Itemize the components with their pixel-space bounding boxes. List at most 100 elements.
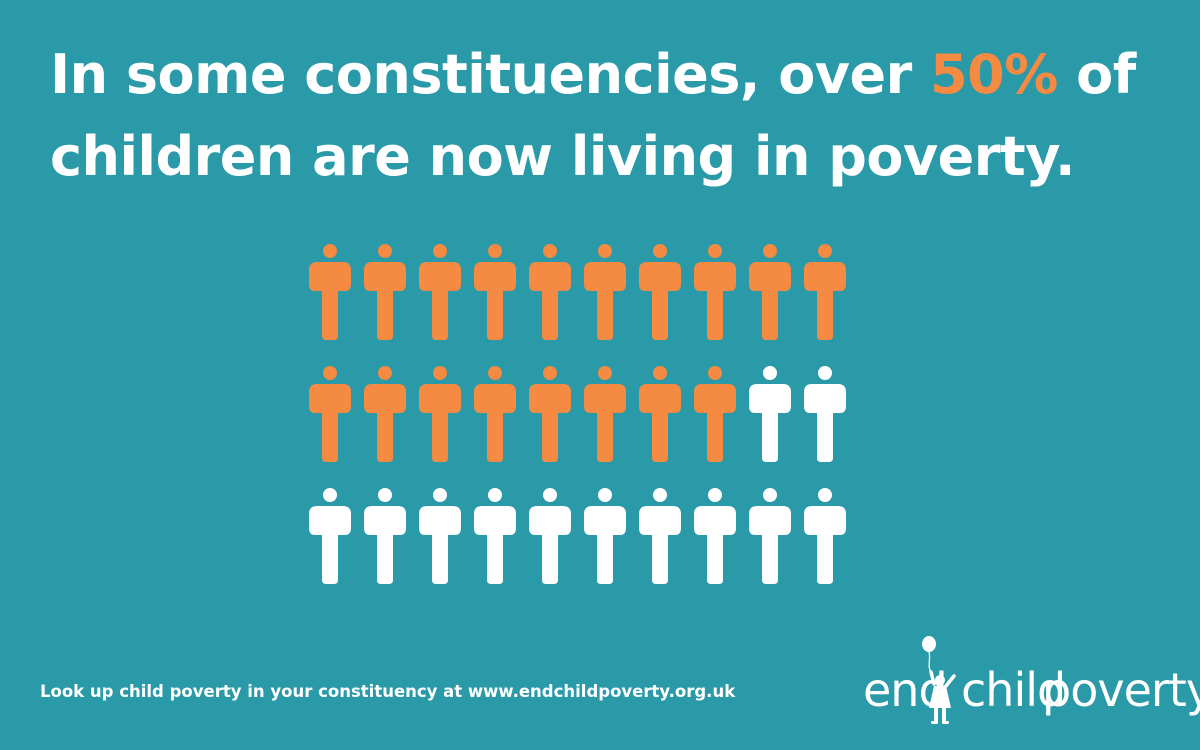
child-figure-icon: [749, 244, 791, 340]
child-figure-body: [584, 384, 626, 462]
child-figure-head: [543, 488, 557, 502]
child-figure-body: [584, 506, 626, 584]
child-figure-icon: [474, 244, 516, 340]
child-figure-head: [598, 366, 612, 380]
child-figure-icon: [474, 488, 516, 584]
child-figure-body: [309, 262, 351, 340]
child-figure-head: [763, 366, 777, 380]
child-figure-icon: [639, 244, 681, 340]
child-figure-body: [749, 384, 791, 462]
child-figure-body: [474, 262, 516, 340]
child-figure-head: [433, 488, 447, 502]
child-figure-body: [639, 384, 681, 462]
child-figure-body: [694, 262, 736, 340]
end-child-poverty-logo: end child poverty: [860, 636, 1200, 726]
child-figure-head: [543, 366, 557, 380]
child-figure-icon: [309, 366, 351, 462]
child-figure-body: [584, 262, 626, 340]
child-figure-icon: [749, 366, 791, 462]
child-figure-body: [474, 384, 516, 462]
child-figure-body: [419, 384, 461, 462]
child-figure-icon: [364, 488, 406, 584]
child-figure-head: [433, 244, 447, 258]
child-figure-icon: [529, 366, 571, 462]
child-figure-body: [529, 506, 571, 584]
child-figure-body: [749, 506, 791, 584]
pictogram-svg: [309, 244, 846, 584]
child-figure-icon: [419, 366, 461, 462]
child-figure-body: [364, 262, 406, 340]
child-figure-head: [653, 244, 667, 258]
child-figure-icon: [584, 244, 626, 340]
child-figure-body: [804, 262, 846, 340]
child-figure-head: [818, 488, 832, 502]
child-figure-head: [433, 366, 447, 380]
child-figure-head: [763, 244, 777, 258]
child-figure-head: [653, 366, 667, 380]
child-figure-icon: [694, 244, 736, 340]
child-figure-icon: [364, 244, 406, 340]
child-with-balloon-icon: [922, 636, 956, 724]
headline-line-1-start: In some constituencies, over: [50, 43, 931, 106]
child-figure-head: [323, 244, 337, 258]
child-figure-icon: [309, 488, 351, 584]
child-figure-icon: [639, 366, 681, 462]
child-figure-head: [598, 244, 612, 258]
child-figure-head: [818, 244, 832, 258]
child-figure-icon: [419, 244, 461, 340]
child-figure-body: [804, 506, 846, 584]
child-figure-head: [378, 488, 392, 502]
child-figure-icon: [474, 366, 516, 462]
child-figure-body: [419, 262, 461, 340]
logo-word-child: child: [961, 663, 1066, 717]
child-figure-body: [474, 506, 516, 584]
child-figure-icon: [804, 366, 846, 462]
child-figure-body: [694, 384, 736, 462]
child-figure-head: [763, 488, 777, 502]
child-figure-head: [378, 366, 392, 380]
child-figure-body: [364, 506, 406, 584]
headline: In some constituencies, over 50% of chil…: [50, 34, 1170, 198]
child-figure-head: [378, 244, 392, 258]
child-figure-head: [323, 366, 337, 380]
child-figure-body: [694, 506, 736, 584]
child-figure-icon: [364, 366, 406, 462]
child-figure-head: [543, 244, 557, 258]
child-figure-body: [364, 384, 406, 462]
children-pictogram: [308, 244, 858, 610]
child-figure-body: [529, 384, 571, 462]
child-figure-icon: [529, 488, 571, 584]
headline-highlight-percent: 50%: [930, 43, 1058, 106]
child-figure-icon: [804, 488, 846, 584]
child-figure-body: [529, 262, 571, 340]
child-figure-head: [708, 244, 722, 258]
child-figure-head: [488, 488, 502, 502]
child-figure-body: [639, 506, 681, 584]
child-figure-body: [749, 262, 791, 340]
child-figure-body: [309, 506, 351, 584]
child-figure-icon: [584, 488, 626, 584]
child-figure-head: [708, 366, 722, 380]
child-figure-icon: [529, 244, 571, 340]
child-figure-icon: [309, 244, 351, 340]
logo-word-poverty: poverty: [1042, 663, 1200, 717]
child-figure-icon: [804, 244, 846, 340]
child-figure-head: [708, 488, 722, 502]
child-figure-head: [598, 488, 612, 502]
child-figure-head: [323, 488, 337, 502]
child-figure-icon: [749, 488, 791, 584]
child-figure-body: [639, 262, 681, 340]
child-figure-body: [804, 384, 846, 462]
child-figure-head: [818, 366, 832, 380]
headline-line-2: children are now living in poverty.: [50, 125, 1076, 188]
child-figure-icon: [419, 488, 461, 584]
child-figure-head: [488, 244, 502, 258]
child-figure-icon: [584, 366, 626, 462]
child-figure-body: [309, 384, 351, 462]
headline-line-1-end: of: [1057, 43, 1136, 106]
child-figure-head: [653, 488, 667, 502]
footer-link-text: Look up child poverty in your constituen…: [40, 682, 736, 701]
child-figure-head: [488, 366, 502, 380]
child-figure-icon: [694, 488, 736, 584]
